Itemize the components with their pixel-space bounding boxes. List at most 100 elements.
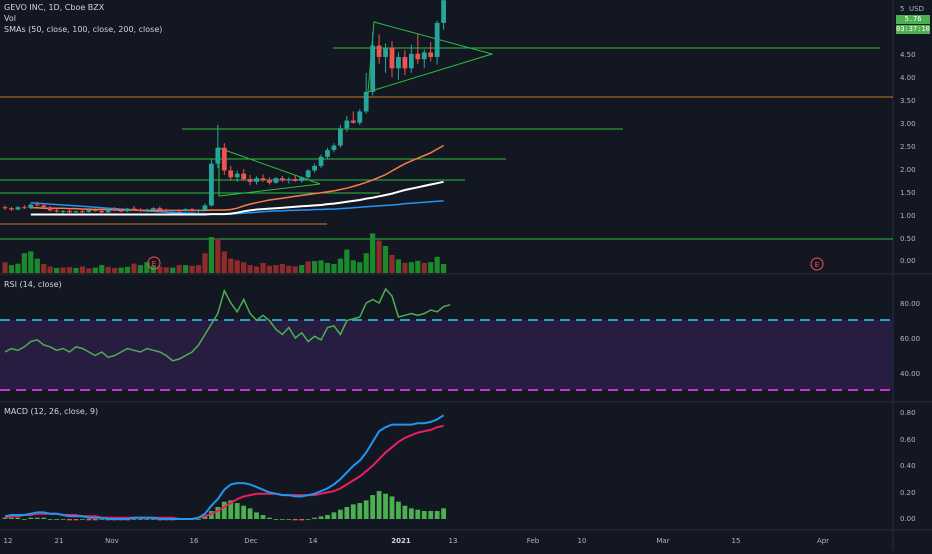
macd-histogram-bar — [279, 519, 285, 520]
volume-bar — [21, 253, 27, 273]
candle-body — [338, 128, 343, 146]
volume-bar — [157, 266, 163, 273]
candle-body — [305, 170, 311, 178]
volume-bar — [73, 267, 79, 273]
candle-body — [99, 210, 105, 213]
candle-body — [383, 47, 388, 57]
macd-histogram-bar — [402, 505, 408, 519]
candle-body — [428, 52, 434, 57]
volume-bar — [279, 264, 285, 273]
volume-bar — [228, 258, 234, 273]
volume-bar — [402, 262, 408, 273]
volume-bar — [408, 262, 414, 273]
volume-bar — [189, 265, 195, 273]
volume-bar — [66, 267, 73, 273]
volume-bar — [434, 256, 440, 273]
candle-body — [357, 111, 363, 123]
candle-body — [67, 210, 72, 213]
volume-bar — [350, 260, 356, 273]
candle-body — [299, 177, 305, 181]
candle-body — [209, 163, 214, 206]
volume-bar — [305, 261, 311, 273]
price-tick: 0.50 — [900, 235, 916, 243]
rsi-tick: 80.00 — [900, 300, 920, 308]
candle-body — [105, 209, 111, 213]
time-tick: 13 — [449, 537, 458, 545]
macd-histogram-bar — [41, 517, 47, 519]
macd-histogram-bar — [396, 501, 401, 519]
candle-body — [254, 178, 259, 182]
candle-body — [228, 170, 234, 178]
volume-bar — [324, 262, 331, 273]
candle-body — [267, 180, 272, 183]
symbol-title[interactable]: GEVO INC, 1D, Cboe BZX — [4, 3, 105, 12]
volume-bar — [363, 253, 369, 273]
candle-body — [318, 156, 324, 166]
macd-histogram-bar — [428, 511, 434, 519]
macd-legend[interactable]: MACD (12, 26, close, 9) — [4, 407, 99, 416]
macd-histogram-bar — [54, 519, 59, 520]
volume-bar — [54, 267, 60, 273]
macd-histogram-bar — [80, 519, 85, 520]
candle-body — [34, 204, 40, 206]
candle-body — [189, 209, 195, 211]
macd-axis[interactable]: 0.80 0.60 0.40 0.20 0.00 — [900, 409, 916, 523]
time-axis[interactable]: 12 21 Nov 16 Dec 14 2021 13 Feb 10 Mar 1… — [4, 537, 830, 545]
macd-histogram-bar — [28, 517, 34, 519]
earnings-event-marker-1[interactable]: E — [147, 256, 161, 270]
candle-body — [86, 209, 92, 212]
candle-body — [331, 145, 337, 151]
macd-histogram-bar — [150, 519, 156, 520]
time-tick: Dec — [244, 537, 258, 545]
price-tick: 1.50 — [900, 189, 916, 197]
macd-histogram-bar — [9, 517, 14, 519]
volume-bar — [415, 260, 421, 273]
macd-histogram-bar — [21, 519, 27, 520]
candle-body — [292, 179, 298, 181]
macd-histogram-bar — [299, 519, 305, 521]
volume-bar — [144, 262, 150, 273]
rsi-tick: 60.00 — [900, 335, 920, 343]
rsi-axis[interactable]: 80.00 60.00 40.00 — [900, 300, 920, 378]
volume-bar — [183, 265, 189, 273]
volume-bar — [176, 265, 182, 273]
volume-legend[interactable]: Vol — [4, 14, 16, 23]
candle-body — [350, 120, 356, 123]
candle-body — [247, 179, 253, 182]
macd-histogram-bar — [338, 509, 343, 519]
bar-countdown-badge: 03:37:10 — [896, 25, 930, 34]
candle-body — [279, 178, 285, 181]
macd-histogram-bar — [389, 496, 395, 519]
volume-bar — [215, 238, 221, 273]
rsi-legend[interactable]: RSI (14, close) — [4, 280, 62, 289]
time-tick: 12 — [4, 537, 13, 545]
price-axis[interactable]: 5 4.50 4.00 3.50 3.00 2.50 2.00 1.50 1.0… — [900, 5, 924, 265]
price-tick: 0.00 — [900, 257, 916, 265]
candle-body — [196, 209, 201, 211]
volume-bar — [221, 251, 227, 273]
sma-legend[interactable]: SMAs (50, close, 100, close, 200, close) — [4, 25, 163, 34]
macd-histogram-bar — [221, 501, 227, 519]
volume-bar — [8, 265, 15, 273]
currency-label: USD — [909, 5, 924, 13]
rsi-band — [0, 320, 893, 390]
macd-histogram-bar — [260, 515, 266, 519]
candle-body — [112, 209, 118, 211]
volume-bar — [260, 262, 266, 273]
triangle-pattern-1 — [218, 147, 321, 197]
macd-histogram-bar — [376, 491, 382, 519]
volume-bar — [421, 262, 427, 273]
earnings-event-label-1: E — [152, 260, 156, 268]
macd-histogram-bar — [350, 504, 356, 519]
candle-body — [125, 208, 130, 212]
candle-body — [325, 150, 330, 157]
macd-histogram-bar — [357, 503, 363, 519]
candle-body — [73, 211, 79, 213]
macd-tick: 0.00 — [900, 515, 916, 523]
earnings-event-marker-2[interactable]: E — [810, 257, 824, 271]
candle-body — [28, 204, 34, 209]
volume-bar — [344, 249, 350, 273]
candle-body — [370, 45, 376, 92]
volume-bar — [28, 251, 34, 273]
